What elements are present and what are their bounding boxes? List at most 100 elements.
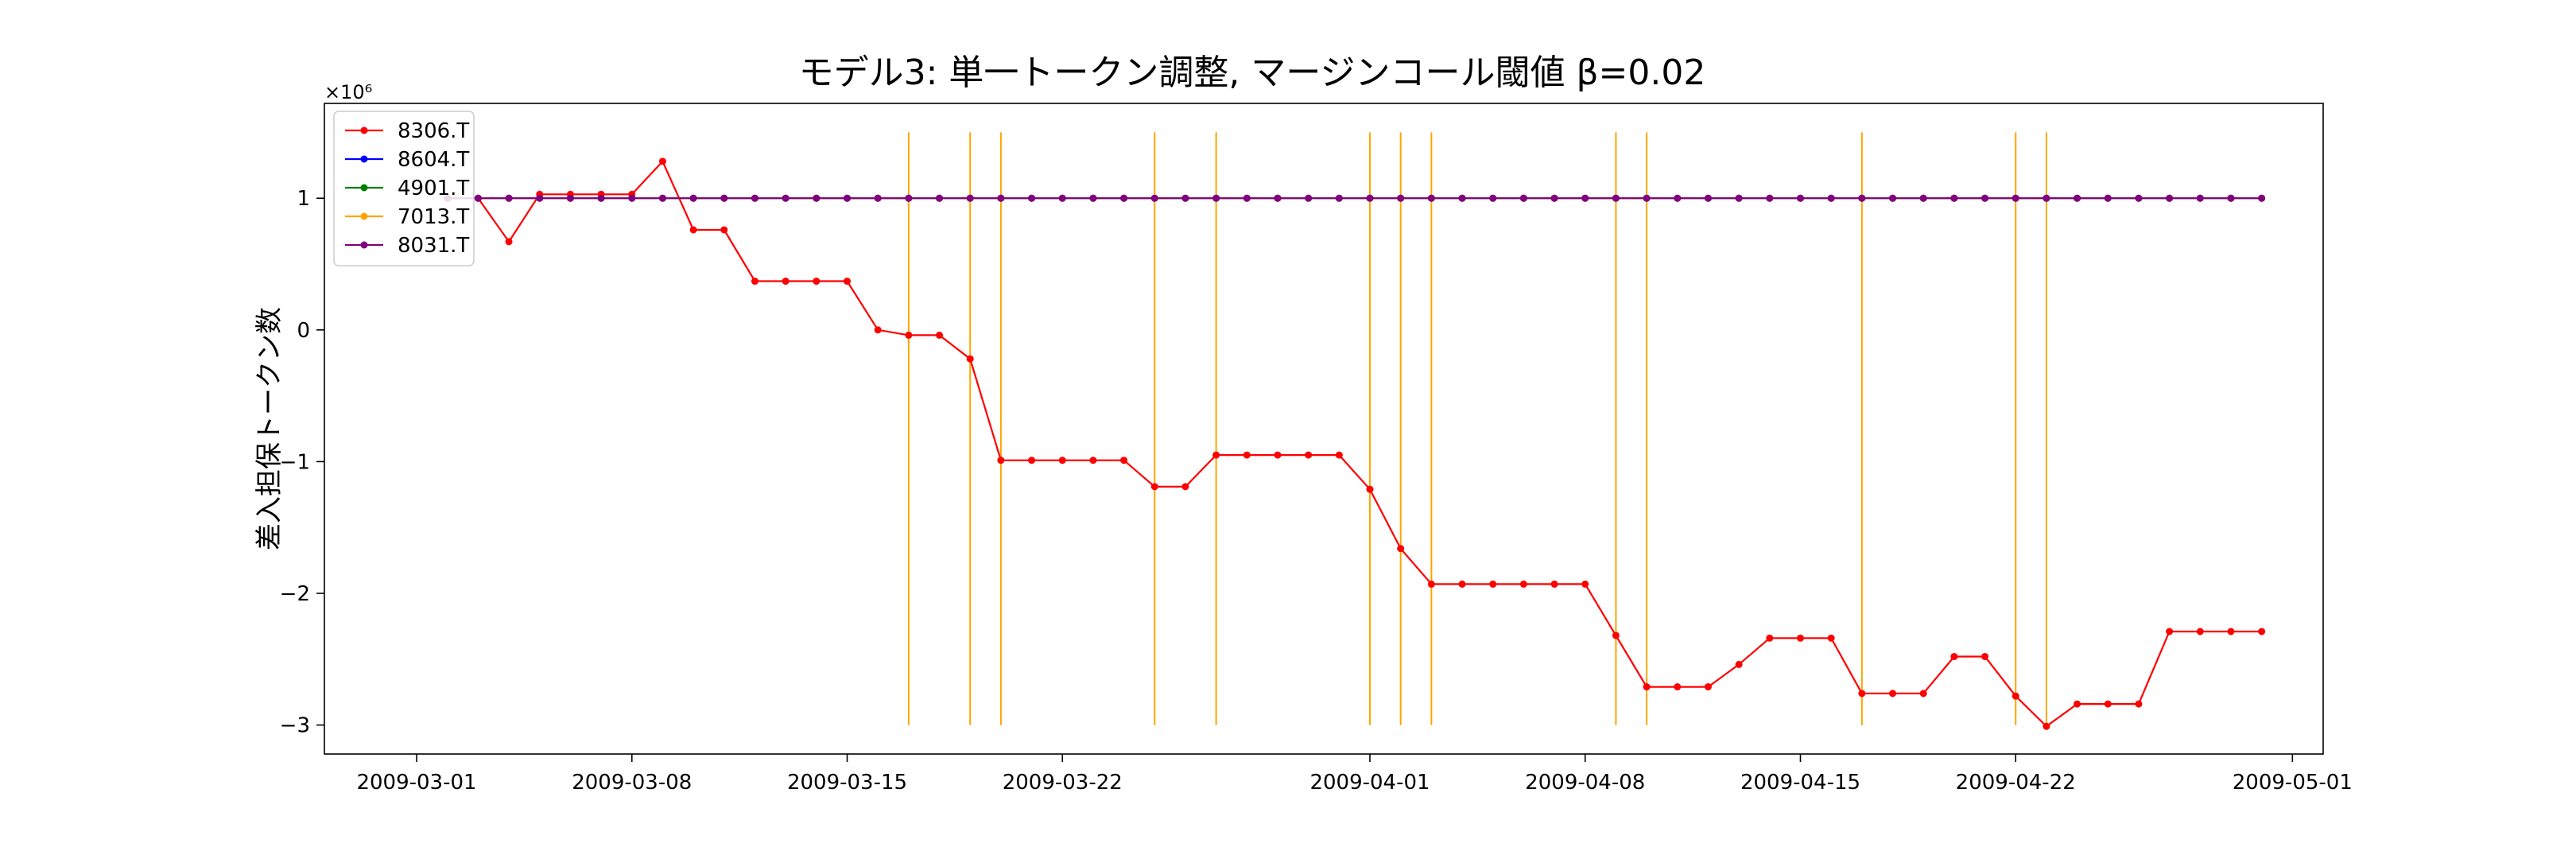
legend-entry: 8306.T [345,119,469,143]
data-point [2258,194,2266,202]
data-point [844,194,852,202]
data-point [874,194,882,202]
data-point [1028,457,1036,464]
data-point [1489,580,1497,588]
data-point [505,238,513,246]
data-point [2196,194,2204,202]
data-point [1796,634,1804,642]
data-point [2012,194,2019,202]
data-point [658,194,666,202]
y-tick-label: 1 [297,187,310,211]
data-point [1058,457,1066,464]
data-point [1612,632,1620,639]
legend-entry: 7013.T [345,205,469,229]
data-point [597,194,605,202]
y-axis-label: 差入担保トークン数 [254,307,285,550]
data-point [1274,451,1282,459]
data-point [1796,194,1804,202]
data-point [1827,634,1835,642]
data-point [997,457,1005,464]
x-tick-label: 2009-03-22 [1003,771,1123,795]
margin-call-lines [907,132,2047,725]
data-point [813,194,821,202]
data-point [751,278,758,286]
data-point [1397,194,1405,202]
data-point [2135,700,2143,708]
data-point [1427,580,1435,588]
data-point [751,194,758,202]
chart-title: モデル3: 単一トークン調整, マージンコール閾値 β=0.02 [799,52,1706,93]
data-point [505,194,513,202]
data-point [1950,194,1958,202]
data-point [2012,692,2019,700]
legend: 8306.T 8604.T 4901.T 7013.T 8031.T [333,111,475,266]
data-point [1458,194,1466,202]
data-point [1581,194,1589,202]
series-8031.T [444,194,2266,202]
data-point [720,194,728,202]
x-tick-label: 2009-05-01 [2233,771,2353,795]
data-point [1028,194,1036,202]
data-point [1366,485,1374,493]
y-tick-label: −1 [280,450,310,474]
data-point [1305,451,1313,459]
data-point [1919,690,1927,698]
data-point [2074,700,2081,708]
axes: 1 0 −1 −2 −3 2009-03-01 2009-03-08 2009-03-15 20… [280,103,2353,795]
data-point [1089,194,1097,202]
plot-frame [324,103,2324,755]
legend-swatch-marker [360,126,368,134]
data-point [628,194,636,202]
data-point [474,194,482,202]
data-point [1612,194,1620,202]
data-point [966,355,974,363]
data-point [844,278,852,286]
y-tick-label: −2 [280,582,310,606]
data-point [2166,194,2174,202]
data-point [1704,683,1712,691]
data-point [1120,194,1128,202]
data-point [905,194,913,202]
data-point [813,278,821,286]
data-point [1489,194,1497,202]
data-point [1089,457,1097,464]
data-point [1643,683,1651,691]
y-axis-offset-label: ×10⁶ [324,81,372,103]
data-point [2196,628,2204,636]
x-tick-label: 2009-04-22 [1956,771,2076,795]
data-point [1427,194,1435,202]
data-point [2135,194,2143,202]
legend-label: 8306.T [398,119,469,143]
x-tick-label: 2009-04-15 [1740,771,1860,795]
data-point [936,194,944,202]
data-point [720,226,728,234]
data-point [1827,194,1835,202]
data-point [1120,457,1128,464]
data-point [2104,194,2112,202]
data-point [2074,194,2081,202]
data-point [2227,628,2235,636]
x-tick-label: 2009-04-08 [1525,771,1645,795]
data-point [1150,194,1158,202]
legend-entry: 8031.T [345,234,469,258]
data-point [1643,194,1651,202]
legend-entry: 8604.T [345,148,469,172]
x-tick-label: 2009-03-01 [356,771,476,795]
data-point [1889,690,1897,698]
data-point [2104,700,2112,708]
y-tick-label: 0 [297,319,310,343]
data-point [2227,194,2235,202]
legend-label: 4901.T [398,177,469,200]
legend-label: 8604.T [398,148,469,172]
legend-frame [333,111,475,266]
legend-swatch-marker [360,155,368,163]
y-tick-label: −3 [280,714,310,738]
data-point [1889,194,1897,202]
data-point [1950,652,1958,660]
data-point [1181,483,1189,491]
data-point [1735,194,1743,202]
data-point [2043,194,2050,202]
data-point [1243,451,1251,459]
data-point [874,326,882,334]
legend-swatch-marker [360,212,368,220]
